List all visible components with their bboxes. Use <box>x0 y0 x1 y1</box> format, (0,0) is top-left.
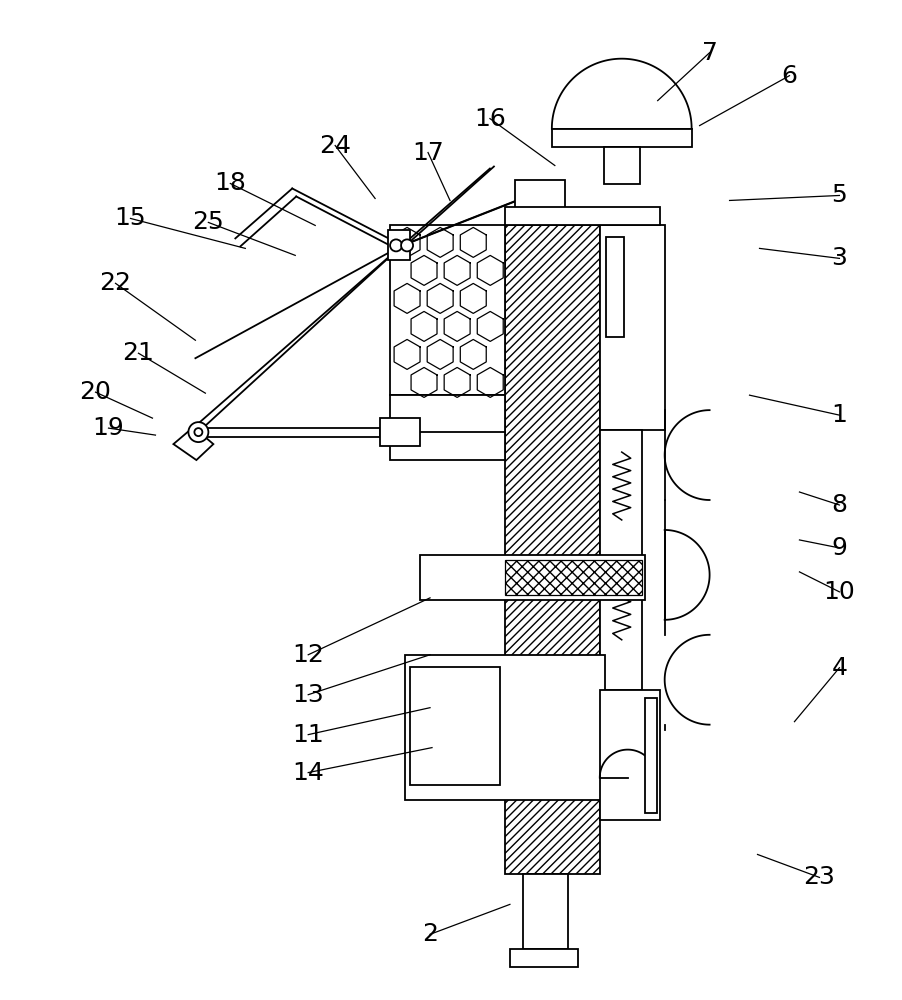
Polygon shape <box>173 427 213 460</box>
Bar <box>599 225 664 430</box>
Text: 8: 8 <box>831 493 846 517</box>
Text: 16: 16 <box>474 107 505 131</box>
Bar <box>603 147 639 184</box>
Text: 15: 15 <box>115 206 146 230</box>
Text: 9: 9 <box>831 536 846 560</box>
Bar <box>504 207 659 225</box>
Text: 6: 6 <box>780 64 796 88</box>
Bar <box>390 225 504 395</box>
Circle shape <box>194 428 202 436</box>
Bar <box>605 237 623 337</box>
Text: 13: 13 <box>292 683 324 707</box>
Text: 14: 14 <box>292 761 324 785</box>
Bar <box>644 698 656 813</box>
Bar <box>390 395 504 460</box>
Text: 7: 7 <box>701 41 717 65</box>
Bar <box>405 655 604 800</box>
Bar <box>510 949 577 967</box>
Bar <box>388 230 410 260</box>
Text: 5: 5 <box>831 183 846 207</box>
Bar <box>599 430 641 690</box>
Text: 19: 19 <box>93 416 124 440</box>
Text: 11: 11 <box>292 723 324 747</box>
Text: 17: 17 <box>411 141 444 165</box>
Circle shape <box>390 239 401 251</box>
Text: 4: 4 <box>831 656 846 680</box>
Text: 18: 18 <box>214 171 246 195</box>
Bar <box>504 560 641 595</box>
Circle shape <box>400 239 412 251</box>
Bar <box>522 874 567 949</box>
Bar <box>380 418 419 446</box>
Bar <box>514 180 564 225</box>
Bar <box>551 129 691 147</box>
Text: 24: 24 <box>318 134 351 158</box>
Text: 25: 25 <box>192 210 224 234</box>
Bar <box>504 225 599 874</box>
Bar <box>410 667 500 785</box>
Text: 1: 1 <box>831 403 846 427</box>
Text: 21: 21 <box>123 341 154 365</box>
Text: 22: 22 <box>99 271 132 295</box>
Circle shape <box>189 422 208 442</box>
Text: 3: 3 <box>831 246 846 270</box>
Text: 23: 23 <box>803 865 834 889</box>
Text: 12: 12 <box>292 643 324 667</box>
Bar <box>419 555 644 600</box>
Text: 2: 2 <box>421 922 437 946</box>
Text: 20: 20 <box>79 380 111 404</box>
Text: 10: 10 <box>823 580 854 604</box>
Bar <box>599 690 659 820</box>
